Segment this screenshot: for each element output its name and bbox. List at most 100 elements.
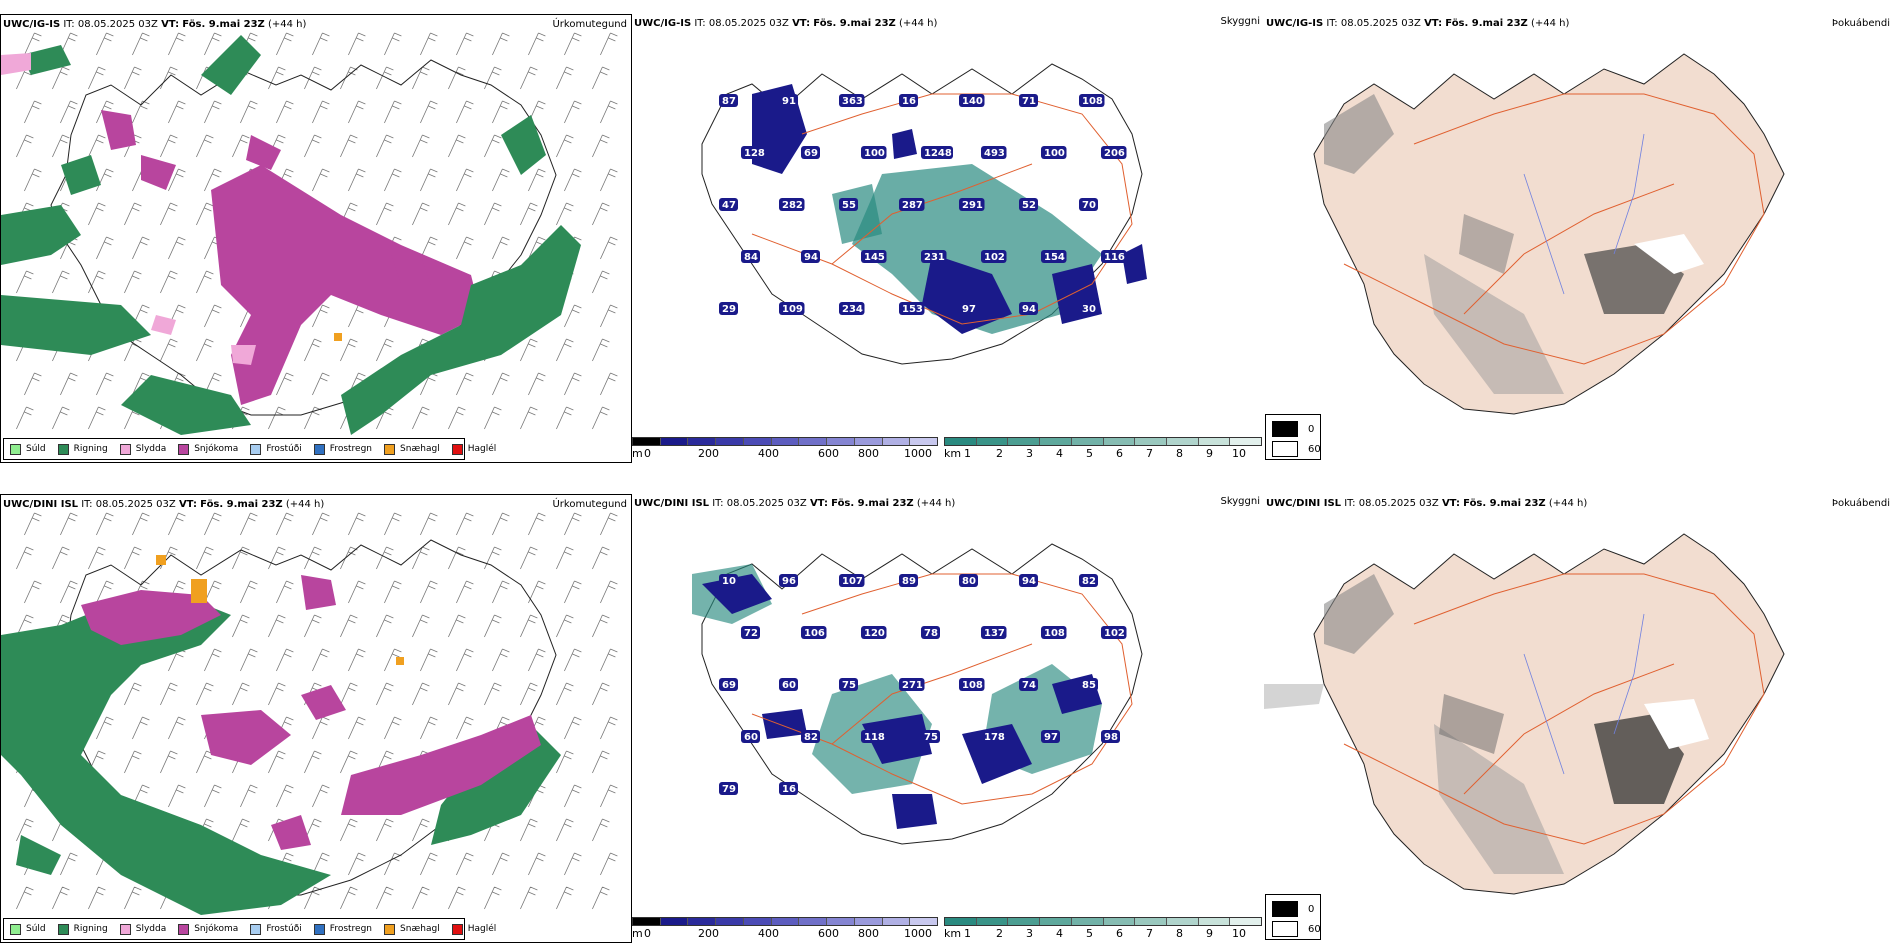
cloud-height-label: 69 — [804, 148, 818, 159]
cloud-label-bg — [1041, 146, 1067, 159]
cloud-label-bg — [719, 574, 738, 587]
wind-barb — [88, 66, 106, 90]
cloud-label-bg — [719, 678, 738, 691]
cloud-label-bg — [719, 198, 738, 211]
wind-barb — [592, 270, 610, 294]
wind-barb — [96, 372, 114, 396]
wind-barb — [124, 66, 142, 90]
wind-barb — [340, 134, 358, 158]
cloud-height-label: 118 — [864, 732, 885, 743]
wind-barb — [168, 100, 186, 124]
wind-barb — [168, 32, 186, 56]
fog-map — [1264, 533, 1785, 895]
visibility-tick: 4 — [1056, 447, 1063, 460]
cloud-height-label: 291 — [962, 200, 983, 211]
wind-barb — [520, 614, 538, 638]
panel-parameter-label: Þokuábendi — [1831, 18, 1890, 29]
wind-barb — [204, 168, 222, 192]
wind-barb — [376, 682, 394, 706]
cloud-label-bg — [1079, 574, 1098, 587]
wind-barb — [132, 512, 150, 536]
wind-barb — [448, 406, 466, 430]
wind-barb — [484, 886, 502, 910]
rain-areas — [1, 35, 581, 435]
visibility-tick: 8 — [1176, 927, 1183, 940]
height-colorbar: m 0 200 400 600 800 1000 — [632, 917, 938, 941]
cloud-label-bg — [861, 730, 887, 743]
wind-barb — [556, 134, 574, 158]
wind-barb — [484, 546, 502, 570]
wind-barb — [600, 648, 618, 672]
wind-barb — [592, 546, 610, 570]
cloud-height-label: 271 — [902, 680, 923, 691]
wind-barb — [376, 818, 394, 842]
panel-title: UWC/DINI ISL IT: 08.05.2025 03Z VT: Fös.… — [3, 499, 325, 510]
wind-barb — [132, 236, 150, 260]
cloud-height-label: 85 — [1082, 680, 1096, 691]
wind-barb — [204, 100, 222, 124]
cloud-height-label: 87 — [722, 96, 736, 107]
wind-barb — [384, 580, 402, 604]
panel-parameter-label: Úrkomutegund — [552, 499, 627, 510]
cloud-height-labels: 10 96 107 89 80 94 82 72 106 120 78 137 108 102 69 60 75… — [719, 574, 1127, 795]
legend-item-freezing-rain: Frostregn — [313, 923, 372, 935]
cloud-label-bg — [779, 782, 798, 795]
wind-barb — [52, 270, 70, 294]
wind-barb — [276, 100, 294, 124]
visibility-tick: 2 — [996, 927, 1003, 940]
wind-barb — [484, 682, 502, 706]
wind-barb — [268, 750, 286, 774]
wind-barb — [492, 168, 510, 192]
panel-parameter-label: Skyggni — [1220, 496, 1260, 507]
wind-barb — [276, 512, 294, 536]
fog-legend-dark-label: 0 — [1308, 423, 1315, 435]
wind-barb — [348, 304, 366, 328]
wind-barb — [528, 648, 546, 672]
wind-barb — [132, 716, 150, 740]
wind-barb — [24, 580, 42, 604]
wind-barb — [420, 580, 438, 604]
cloud-height-label: 206 — [1104, 148, 1125, 159]
wind-barb — [592, 614, 610, 638]
wind-barb — [564, 784, 582, 808]
cloud-height-label: 102 — [984, 252, 1005, 263]
wind-barb — [376, 614, 394, 638]
wind-barb — [196, 202, 214, 226]
ceiling-panel-1: UWC/IG-IS IT: 08.05.2025 03Z VT: Fös. 9.… — [632, 14, 1264, 463]
wind-barb — [420, 100, 438, 124]
wind-barb — [456, 168, 474, 192]
wind-barb — [268, 614, 286, 638]
wind-barb — [420, 852, 438, 876]
wind-barb — [492, 512, 510, 536]
visibility-colorbar: km 1 2 3 4 5 6 7 8 9 10 — [944, 917, 1262, 941]
wind-barb — [412, 682, 430, 706]
wind-barb — [160, 202, 178, 226]
cloud-height-label: 89 — [902, 576, 916, 587]
wind-barb — [124, 886, 142, 910]
wind-barb — [348, 100, 366, 124]
visibility-tick: 7 — [1146, 927, 1153, 940]
wind-barb — [348, 716, 366, 740]
wind-barb — [88, 546, 106, 570]
wind-barb — [268, 406, 286, 430]
wind-barb — [96, 100, 114, 124]
panel-parameter-label: Þokuábendi — [1831, 498, 1890, 509]
visibility-tick: 10 — [1232, 447, 1246, 460]
wind-barb — [52, 886, 70, 910]
wind-barb — [520, 886, 538, 910]
visibility-unit: km — [944, 927, 962, 940]
wind-barb — [592, 886, 610, 910]
cloud-label-bg — [779, 574, 798, 587]
wind-barb — [240, 784, 258, 808]
wind-barb — [196, 682, 214, 706]
wind-barb — [312, 100, 330, 124]
wind-barb — [340, 614, 358, 638]
fog-areas — [1324, 94, 1704, 394]
cloud-height-label: 154 — [1044, 252, 1065, 263]
cloud-label-bg — [779, 302, 805, 315]
wind-barb — [592, 66, 610, 90]
cloud-height-label: 493 — [984, 148, 1005, 159]
legend-item-snow: Snjókoma — [178, 443, 238, 455]
visibility-tick: 2 — [996, 447, 1003, 460]
cloud-label-bg — [959, 198, 985, 211]
